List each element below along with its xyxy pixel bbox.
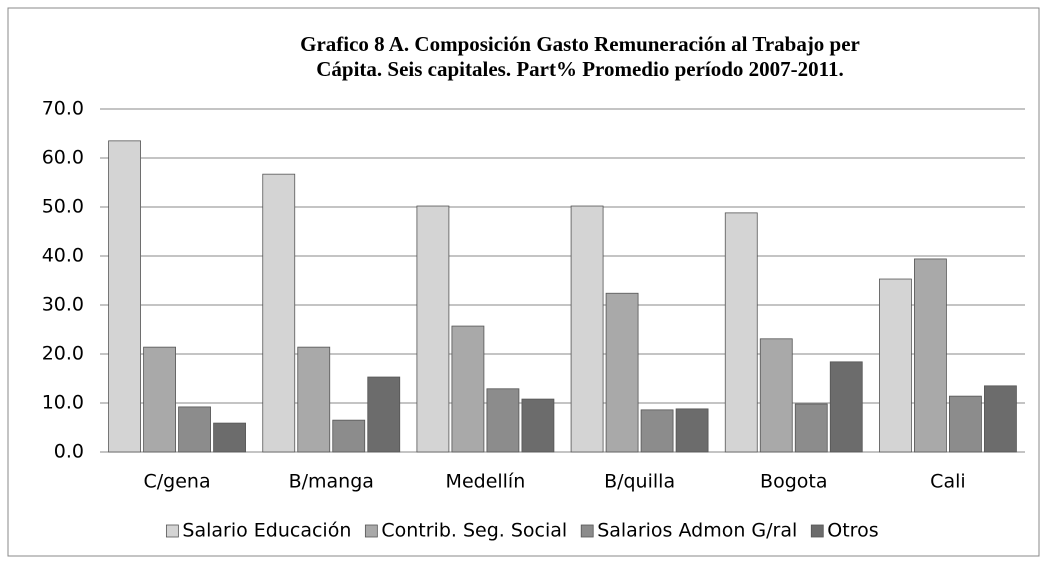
bar (570, 205, 604, 453)
legend-marker (364, 524, 378, 538)
bar (486, 388, 520, 453)
legend-label: Salarios Admon G/ral (597, 520, 797, 542)
bar (297, 346, 331, 453)
legend-marker (580, 524, 594, 538)
bar (416, 205, 450, 453)
y-tick-label: 10.0 (42, 392, 84, 414)
chart-title: Grafico 8 A. Composición Gasto Remunerac… (300, 32, 860, 56)
legend-marker (165, 524, 179, 538)
chart-subtitle: Cápita. Seis capitales. Part% Promedio p… (316, 57, 844, 81)
bar (640, 409, 674, 453)
bar (178, 406, 211, 453)
x-tick-label: Medellín (446, 471, 526, 493)
bar (794, 403, 828, 453)
x-tick-label: Cali (930, 471, 965, 493)
bar (213, 422, 246, 453)
bar (451, 325, 485, 453)
y-tick-label: 50.0 (42, 196, 84, 218)
y-tick-label: 70.0 (42, 98, 84, 120)
bar (367, 376, 401, 453)
y-tick-label: 20.0 (42, 343, 84, 365)
legend-label: Otros (827, 520, 878, 542)
y-tick-label: 0.0 (54, 441, 84, 463)
bar (332, 419, 366, 453)
bar (143, 346, 176, 453)
bar (949, 395, 982, 453)
bar (879, 278, 912, 453)
y-tick-label: 40.0 (42, 245, 84, 267)
bar (984, 385, 1017, 453)
x-tick-label: B/manga (289, 471, 374, 493)
bar (262, 173, 296, 453)
bar (724, 212, 758, 453)
x-tick-label: C/gena (144, 471, 211, 493)
y-tick-label: 30.0 (42, 294, 84, 316)
x-tick-label: Bogota (760, 471, 827, 493)
bar (605, 292, 639, 453)
legend-marker (810, 524, 824, 538)
bar (108, 140, 141, 453)
bar (914, 258, 947, 453)
bar (829, 361, 863, 453)
bar (759, 338, 793, 453)
bar (521, 398, 555, 453)
x-tick-label: B/quilla (604, 471, 675, 493)
chart-frame (7, 7, 1040, 557)
legend-label: Salario Educación (182, 520, 351, 542)
legend-label: Contrib. Seg. Social (381, 520, 567, 542)
y-tick-label: 60.0 (42, 147, 84, 169)
bar (675, 408, 709, 453)
